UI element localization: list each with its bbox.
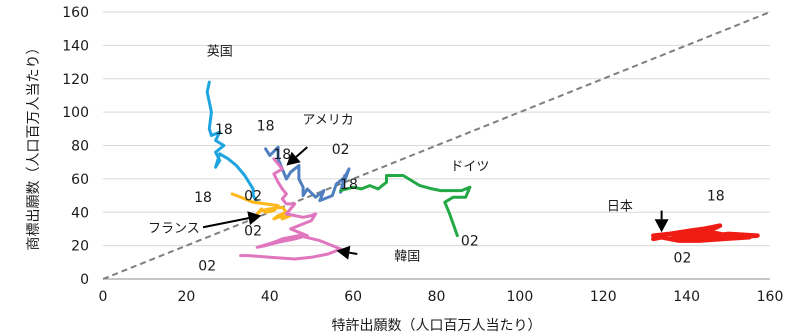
year-label: 02 bbox=[198, 259, 216, 275]
annotation-labels: 英国 18 18 アメリカ 02 18 ドイツ 18 18 02 フランス 02 02 韓国 02 日本 18 0… bbox=[148, 44, 725, 274]
x-tick-label: 120 bbox=[590, 289, 617, 305]
annotation-arrowhead bbox=[286, 151, 301, 166]
y-axis-label: 商標出願数（人口百万人当たり） bbox=[26, 41, 42, 251]
series-line-5 bbox=[651, 223, 760, 243]
year-label: 02 bbox=[244, 224, 262, 240]
annotation-arrowhead bbox=[654, 219, 669, 233]
y-tick-label: 160 bbox=[62, 5, 89, 21]
series-line-1 bbox=[264, 145, 351, 203]
series-line-0 bbox=[205, 80, 259, 204]
x-tick-label: 40 bbox=[261, 289, 279, 305]
y-tick-label: 20 bbox=[71, 239, 89, 255]
year-label: 18 bbox=[194, 190, 212, 206]
country-label: アメリカ bbox=[302, 113, 353, 128]
annotation-arrowhead bbox=[336, 245, 351, 260]
year-label: 18 bbox=[215, 122, 233, 138]
annotation-arrow bbox=[349, 251, 358, 255]
series-line-4 bbox=[239, 157, 343, 261]
y-tick-label: 60 bbox=[71, 172, 89, 188]
series-line-3 bbox=[230, 192, 293, 221]
annotation-arrows bbox=[202, 146, 669, 260]
year-label: 02 bbox=[244, 189, 262, 205]
y-tick-label: 100 bbox=[62, 105, 89, 121]
country-label: 英国 bbox=[207, 44, 233, 59]
x-tick-label: 20 bbox=[177, 289, 195, 305]
series-line-2 bbox=[339, 174, 472, 238]
series-lines bbox=[205, 80, 760, 261]
year-label: 18 bbox=[707, 189, 725, 205]
annotation-arrow bbox=[295, 146, 308, 158]
year-label: 02 bbox=[461, 234, 479, 250]
year-label: 02 bbox=[674, 250, 692, 266]
year-label: 18 bbox=[340, 177, 358, 193]
country-label: ドイツ bbox=[450, 160, 489, 175]
x-tick-label: 140 bbox=[673, 289, 700, 305]
x-axis-label: 特許出願数（人口百万人当たり） bbox=[332, 318, 542, 334]
y-tick-label: 0 bbox=[80, 272, 89, 288]
y-tick-label: 80 bbox=[71, 139, 89, 155]
annotation-arrow bbox=[202, 217, 249, 229]
x-tick-label: 60 bbox=[344, 289, 362, 305]
year-label: 18 bbox=[257, 118, 275, 134]
x-tick-label: 160 bbox=[757, 289, 784, 305]
country-label: 日本 bbox=[607, 200, 633, 215]
country-label: 韓国 bbox=[394, 250, 420, 265]
annotation-arrowhead bbox=[247, 211, 262, 225]
x-tick-label: 80 bbox=[428, 289, 446, 305]
x-tick-label: 100 bbox=[507, 289, 534, 305]
x-tick-label: 0 bbox=[99, 289, 108, 305]
country-label: フランス bbox=[148, 221, 200, 236]
y-tick-label: 140 bbox=[62, 38, 89, 54]
y-tick-label: 40 bbox=[71, 205, 89, 221]
gridlines bbox=[103, 11, 770, 280]
year-label: 18 bbox=[273, 147, 291, 163]
y-tick-label: 120 bbox=[62, 72, 89, 88]
year-label: 02 bbox=[332, 142, 350, 158]
